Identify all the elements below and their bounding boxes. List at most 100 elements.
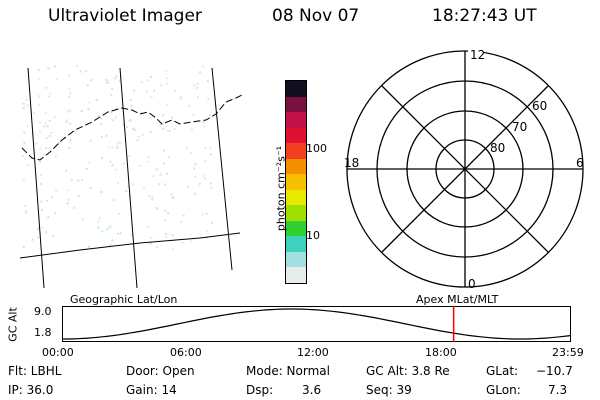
speckle <box>149 117 152 119</box>
speckle <box>199 71 201 74</box>
polar-mlt-plot: 12 18 6 0 60 70 80 <box>344 48 584 290</box>
speckle <box>194 175 197 178</box>
speckle <box>205 212 208 215</box>
speckle <box>117 182 120 184</box>
speckle <box>57 142 60 145</box>
speckle <box>43 125 46 128</box>
speckle <box>22 102 25 105</box>
speckle <box>35 142 37 145</box>
speckle <box>74 130 77 133</box>
speckle <box>101 157 103 160</box>
speckle <box>164 219 167 222</box>
speckle <box>77 179 80 182</box>
speckle <box>149 242 152 245</box>
speckle <box>150 236 153 239</box>
speckle <box>174 89 176 92</box>
speckle <box>101 230 104 233</box>
speckle <box>97 220 100 223</box>
speckle <box>138 165 141 167</box>
speckle <box>38 121 41 124</box>
mlt-label-18: 18 <box>344 156 359 170</box>
speckle <box>209 153 212 156</box>
diagonal-line <box>381 85 549 253</box>
speckle <box>165 77 168 80</box>
speckle <box>109 94 112 96</box>
speckle <box>116 232 119 235</box>
speckle <box>163 162 166 165</box>
speckle <box>211 67 214 70</box>
speckle <box>27 164 30 167</box>
speckle <box>69 139 72 142</box>
speckle <box>107 81 110 84</box>
colorbar-tick-100: 100 <box>306 142 327 155</box>
speckle <box>190 128 193 131</box>
lat-label-80: 80 <box>490 141 505 155</box>
speckle <box>32 112 35 115</box>
speckle <box>159 173 162 176</box>
speckle <box>64 137 67 140</box>
speckle <box>84 70 87 73</box>
speckle <box>201 213 204 216</box>
speckle <box>90 79 93 82</box>
speckle <box>110 111 113 114</box>
speckle <box>155 206 158 209</box>
speckle <box>105 81 108 84</box>
speckle <box>152 175 155 178</box>
timeline-axis-label: GC Alt <box>6 307 20 342</box>
status-glon-value: 7.3 <box>548 383 568 397</box>
speckle <box>36 227 39 230</box>
speckle <box>118 212 120 215</box>
speckle <box>171 116 174 119</box>
speckle <box>44 111 47 114</box>
speckle <box>109 225 112 228</box>
speckle <box>132 183 134 186</box>
colorbar-segment <box>286 205 306 221</box>
speckle <box>54 212 57 215</box>
speckle <box>44 122 47 125</box>
speckle <box>45 86 48 89</box>
speckle <box>166 172 169 175</box>
colorbar-segment <box>286 174 306 190</box>
speckle <box>40 209 43 212</box>
speckle <box>51 195 54 198</box>
speckle <box>100 191 103 193</box>
speckle <box>143 186 145 189</box>
speckle <box>39 147 42 150</box>
aurora-speckles <box>22 65 214 251</box>
speckle <box>188 105 191 108</box>
speckle <box>79 70 82 73</box>
speckle <box>42 153 45 156</box>
status-dsp-value: 3.6 <box>302 383 322 397</box>
speckle <box>204 177 207 180</box>
speckle <box>69 92 72 95</box>
speckle <box>85 167 88 170</box>
speckle <box>125 126 128 129</box>
timeline-xtick-0000: 00:00 <box>42 346 74 359</box>
speckle <box>88 161 91 164</box>
speckle <box>37 77 40 80</box>
speckle <box>37 68 40 71</box>
speckle <box>167 156 170 159</box>
status-ip: IP: 36.0 <box>8 383 54 397</box>
speckle <box>111 146 114 149</box>
altitude-timeline <box>62 306 572 342</box>
speckle <box>25 98 28 101</box>
mlt-label-12: 12 <box>470 48 485 62</box>
longitude-line <box>119 67 138 289</box>
colorbar-segment <box>286 112 306 128</box>
status-gc-alt: GC Alt: 3.8 Re <box>366 364 450 378</box>
timeline-left-caption: Geographic Lat/Lon <box>70 293 178 306</box>
speckle <box>165 69 168 72</box>
geographic-map-panel <box>19 65 245 289</box>
speckle <box>190 240 193 243</box>
speckle <box>182 214 185 217</box>
mlt-label-0: 0 <box>468 277 476 290</box>
speckle <box>40 200 43 203</box>
speckle <box>159 124 162 127</box>
timeline-ytick-1.8: 1.8 <box>34 326 52 339</box>
speckle <box>68 87 71 90</box>
speckle <box>153 89 156 92</box>
speckle <box>130 104 133 107</box>
speckle <box>136 139 139 142</box>
speckle <box>123 162 126 165</box>
